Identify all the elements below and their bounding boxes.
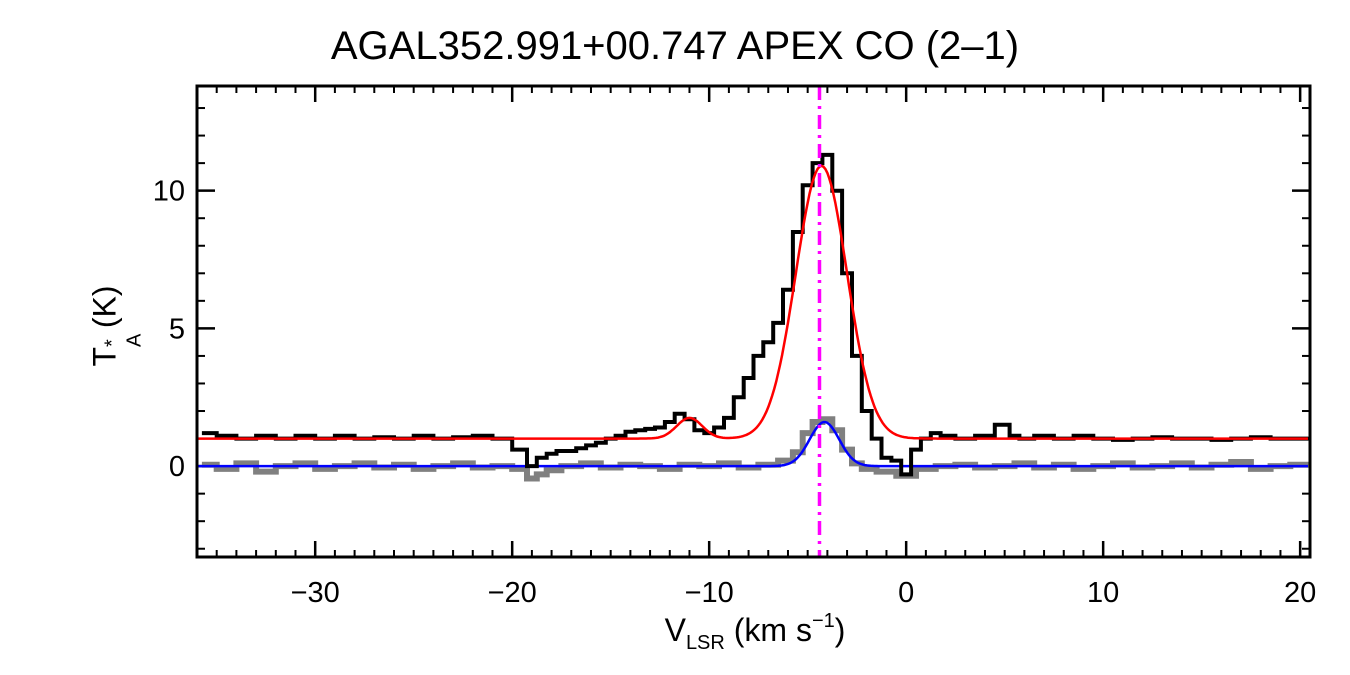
series-co21_fit [197, 164, 1308, 440]
x-axis-label: VLSR (km s−1) [664, 610, 846, 654]
y-tick-label: 10 [153, 176, 185, 208]
y-axis-label: T * A (K) [86, 285, 146, 367]
series-secondary_fit [197, 420, 1308, 468]
x-tick-label: −30 [291, 577, 340, 609]
x-tick-label: 20 [1284, 577, 1316, 609]
plot-frame [195, 84, 1312, 559]
x-tick-label: 10 [1087, 577, 1119, 609]
chart-title: AGAL352.991+00.747 APEX CO (2–1) [330, 24, 1020, 68]
y-tick-label: 5 [169, 313, 185, 345]
x-tick-label: 0 [898, 577, 914, 609]
x-tick-label: −10 [685, 577, 734, 609]
x-tick-label: −20 [488, 577, 537, 609]
y-tick-label: 0 [169, 451, 185, 483]
